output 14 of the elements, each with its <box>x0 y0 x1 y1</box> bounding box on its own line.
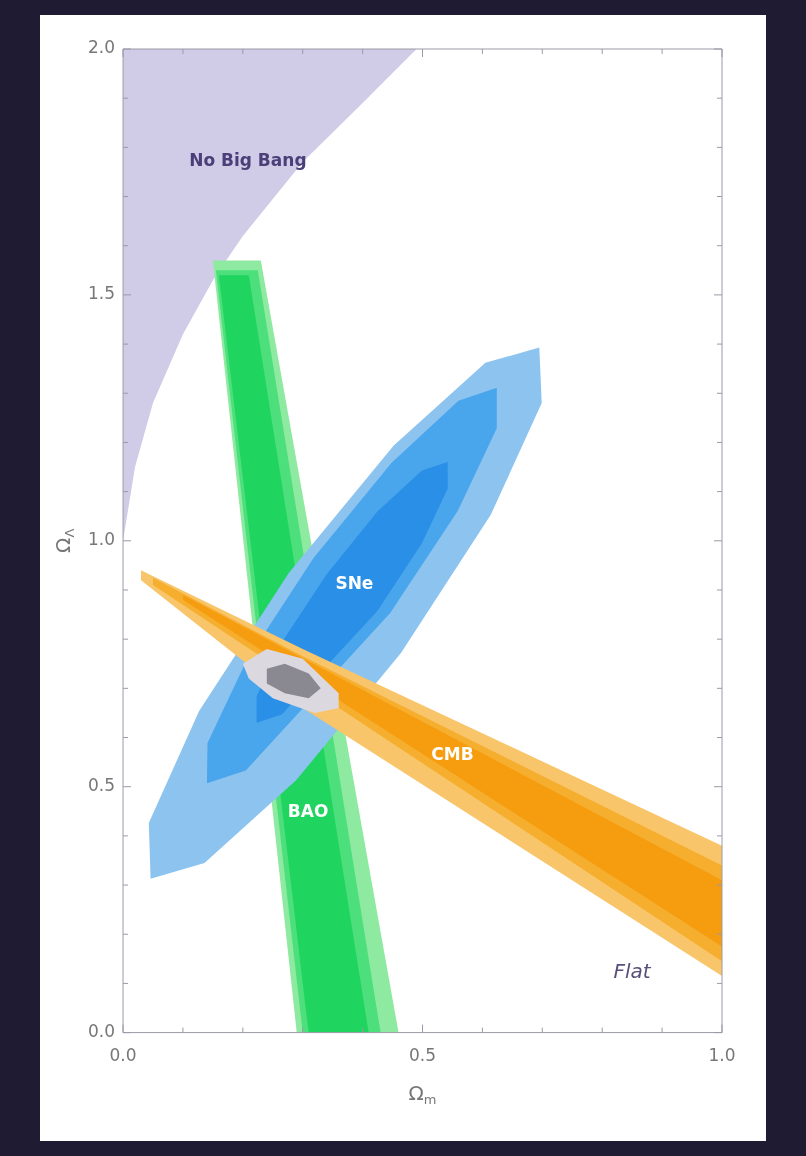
x-tick-label: 0.5 <box>408 1045 437 1066</box>
y-tick-label: 0.0 <box>87 1021 116 1042</box>
y-axis-title: ΩΛ <box>51 528 78 553</box>
series-label: CMB <box>431 743 474 764</box>
y-tick-label: 0.5 <box>87 775 116 796</box>
y-tick-label: 2.0 <box>87 37 116 58</box>
x-tick-label: 1.0 <box>708 1045 736 1066</box>
series-label: No Big Bang <box>189 149 307 170</box>
series-label: BAO <box>287 800 329 821</box>
y-tick-label: 1.5 <box>87 283 116 304</box>
y-tick-label: 1.0 <box>87 529 116 550</box>
annotation: Flat <box>613 958 652 983</box>
x-tick-label: 0.0 <box>109 1045 137 1066</box>
series-label: SNe <box>335 573 374 594</box>
